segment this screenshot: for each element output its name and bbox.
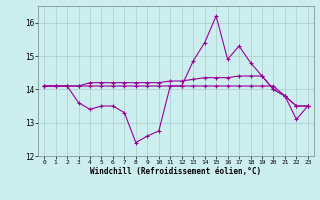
X-axis label: Windchill (Refroidissement éolien,°C): Windchill (Refroidissement éolien,°C) [91, 167, 261, 176]
